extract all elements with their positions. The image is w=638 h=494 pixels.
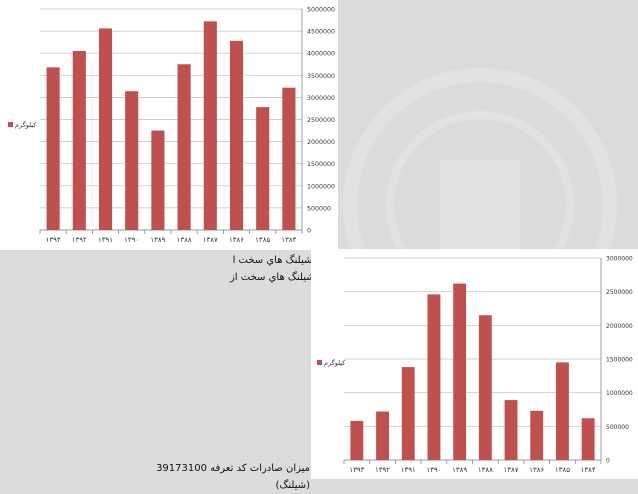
bar bbox=[282, 87, 296, 231]
legend-label: کیلوگرم bbox=[324, 359, 346, 367]
bar bbox=[556, 362, 569, 460]
x-tick-label: ۱۳۹۱ bbox=[401, 466, 416, 474]
bar bbox=[151, 130, 165, 230]
x-tick-label: ۱۳۸۶ bbox=[229, 236, 244, 244]
y-tick-label: 0 bbox=[606, 458, 610, 465]
bar bbox=[125, 91, 139, 230]
bar bbox=[46, 67, 60, 231]
bar bbox=[478, 315, 492, 460]
x-tick-label: ۱۳۸۶ bbox=[529, 466, 544, 474]
x-tick-label: ۱۳۸۵ bbox=[555, 466, 570, 474]
y-tick-label: 1000000 bbox=[307, 183, 335, 190]
bar bbox=[203, 21, 217, 230]
bar bbox=[177, 64, 191, 230]
y-tick-label: 3000000 bbox=[307, 95, 335, 102]
y-tick-label: 500000 bbox=[307, 205, 331, 212]
bar bbox=[229, 40, 244, 230]
y-tick-label: 1500000 bbox=[606, 357, 633, 364]
x-tick-label: ۱۳۹۲ bbox=[72, 236, 87, 244]
bar bbox=[350, 420, 364, 460]
x-tick-label: ۱۳۹۰ bbox=[426, 466, 441, 474]
bar bbox=[504, 400, 518, 460]
y-tick-label: 2000000 bbox=[606, 323, 633, 330]
x-tick-label: ۱۳۹۱ bbox=[98, 236, 113, 244]
legend-swatch bbox=[317, 360, 322, 365]
legend-label: کیلوگرم bbox=[15, 121, 37, 129]
bar bbox=[256, 107, 270, 230]
y-tick-label: 2000000 bbox=[307, 139, 335, 146]
bar bbox=[376, 411, 389, 460]
bar bbox=[453, 283, 467, 460]
x-tick-label: ۱۳۸۸ bbox=[478, 466, 493, 474]
bar-chart-1: 0 500000 1000000 1500000 2000000 2500000 30000… bbox=[8, 7, 335, 244]
bar bbox=[530, 410, 544, 460]
y-tick-label: 2500000 bbox=[307, 117, 335, 124]
x-tick-label: ۱۳۸۹ bbox=[150, 236, 165, 244]
chart-panel-1: 0 500000 1000000 1500000 2000000 2500000 30000… bbox=[0, 0, 338, 250]
bar bbox=[427, 294, 441, 460]
y-tick-label: 1000000 bbox=[606, 390, 633, 397]
chart-panel-2: 0 500000 1000000 1500000 2000000 2500000 30000… bbox=[311, 249, 638, 479]
x-tick-label: ۱۳۹۳ bbox=[46, 236, 61, 244]
y-tick-label: 3000000 bbox=[606, 256, 633, 263]
caption-chart-2: میزان صادرات کد تعرفه 39173100 (شیلنگ) bbox=[156, 463, 310, 491]
y-tick-label: 4000000 bbox=[307, 51, 335, 58]
x-tick-label: ۱۳۸۵ bbox=[255, 236, 270, 244]
x-tick-label: ۱۳۸۷ bbox=[504, 466, 519, 474]
x-tick-label: ۱۳۹۰ bbox=[124, 236, 139, 244]
x-tick-label: ۱۳۹۲ bbox=[375, 466, 390, 474]
y-tick-label: 3500000 bbox=[307, 73, 335, 80]
y-tick-label: 2500000 bbox=[606, 289, 633, 296]
x-tick-label: ۱۳۸۴ bbox=[581, 466, 596, 474]
bar-chart-2: 0 500000 1000000 1500000 2000000 2500000 30000… bbox=[317, 256, 633, 474]
y-tick-label: 4500000 bbox=[307, 29, 335, 36]
bar bbox=[401, 367, 415, 460]
x-tick-label: ۱۳۸۴ bbox=[281, 236, 296, 244]
x-tick-label: ۱۳۸۸ bbox=[177, 236, 192, 244]
y-tick-label: 0 bbox=[307, 228, 311, 235]
bar bbox=[72, 50, 86, 230]
x-tick-label: ۱۳۹۳ bbox=[349, 466, 364, 474]
bar bbox=[98, 28, 113, 231]
x-tick-label: ۱۳۸۹ bbox=[452, 466, 467, 474]
y-tick-label: 1500000 bbox=[307, 161, 335, 168]
legend-swatch bbox=[8, 122, 13, 127]
y-tick-label: 5000000 bbox=[307, 7, 335, 14]
y-tick-label: 500000 bbox=[606, 424, 629, 431]
x-tick-label: ۱۳۸۷ bbox=[203, 236, 218, 244]
bar bbox=[581, 418, 595, 460]
